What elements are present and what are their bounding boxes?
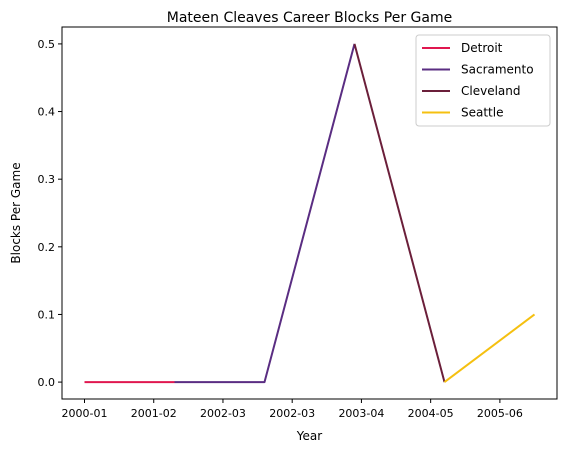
x-tick-label: 2004-05 [408,407,454,420]
chart-title: Mateen Cleaves Career Blocks Per Game [167,10,452,26]
legend-label-cleveland: Cleveland [461,84,521,98]
x-tick-label: 2002-03 [269,407,315,420]
legend: Detroit Sacramento Cleveland Seattle [416,35,550,126]
y-tick-label: 0.5 [38,38,56,51]
x-tick-label: 2002-03 [200,407,246,420]
x-tick-label: 2001-02 [131,407,177,420]
y-tick-label: 0.3 [38,173,56,186]
x-tick-label: 2005-06 [477,407,523,420]
x-tick-label: 2000-01 [62,407,108,420]
legend-label-sacramento: Sacramento [461,63,534,77]
legend-label-detroit: Detroit [461,41,503,55]
y-axis-label: Blocks Per Game [9,162,23,263]
y-tick-label: 0.2 [38,241,56,254]
x-tick-label: 2003-04 [338,407,384,420]
y-tick-label: 0.0 [38,376,56,389]
y-tick-label: 0.1 [38,308,56,321]
legend-label-seattle: Seattle [461,106,503,120]
x-axis-label: Year [296,429,322,443]
y-tick-label: 0.4 [38,106,56,119]
